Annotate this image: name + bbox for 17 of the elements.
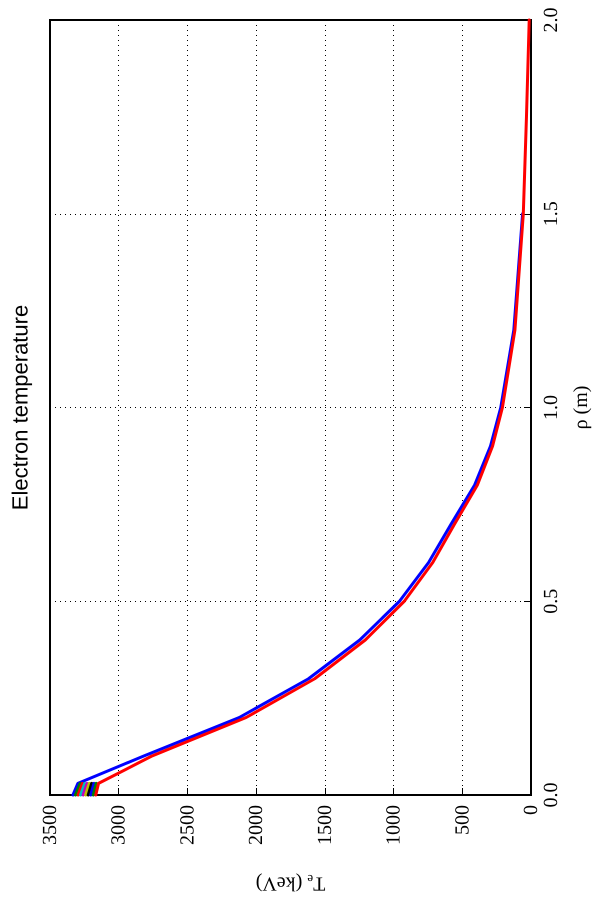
y-tick-label: 1.5 [540,201,562,226]
y-tick-label: 0.5 [540,588,562,614]
y-tick-label: 0.0 [540,782,562,808]
line-series [94,18,531,796]
y-tick-label: 1.0 [540,395,562,420]
x-tick-label: 500 [451,805,474,835]
y-tick-label: 2.0 [540,8,562,32]
x-axis-title: Te (keV) [256,872,326,894]
x-tick-label: 2500 [176,805,198,845]
text: Electron temperature [8,304,32,510]
y-axis-title: ρ (m) [570,386,592,430]
x-tick-label: 2000 [245,805,268,845]
x-tick-label: 3500 [39,805,61,845]
x-tick-label: 1000 [382,805,405,845]
x-tick-label: 3000 [108,805,130,845]
x-tick-label: 0 [520,805,542,815]
x-tick-label: 1500 [314,805,336,845]
